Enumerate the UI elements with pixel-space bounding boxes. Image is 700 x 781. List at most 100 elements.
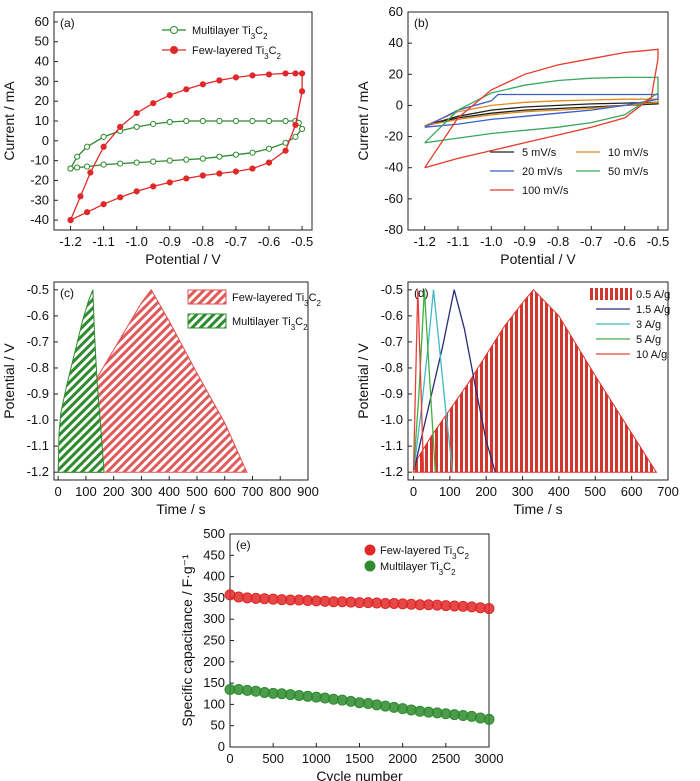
series-line [412, 289, 454, 473]
y-tick-label: 60 [35, 14, 49, 29]
legend-label: 20 mV/s [522, 166, 563, 178]
legend-swatch [187, 289, 227, 305]
data-point [232, 74, 240, 81]
y-tick-label: 50 [35, 34, 49, 49]
legend-label: 5 mV/s [522, 147, 557, 159]
data-point [67, 165, 74, 172]
y-tick-label: -0.6 [27, 308, 49, 323]
x-tick-label: 300 [512, 484, 534, 499]
data-point [117, 194, 124, 201]
x-tick-label: 500 [584, 484, 606, 499]
legend-label: Multilayer Ti3C2 [192, 25, 268, 41]
y-tick-label: 0 [396, 97, 403, 112]
series-line [412, 289, 496, 473]
y-tick-label: -0.5 [381, 282, 403, 297]
y-tick-label: -1.1 [381, 438, 403, 453]
x-tick-label: 200 [475, 484, 497, 499]
y-tick-label: 30 [35, 73, 49, 88]
panel-label: (d) [414, 286, 429, 300]
y-axis-label: Specific capacitance / F·g⁻¹ [179, 554, 195, 727]
data-point [100, 201, 107, 208]
x-tick-label: 100 [75, 484, 97, 499]
data-point [483, 713, 495, 725]
legend-label: Multilayer Ti3C2 [380, 561, 456, 577]
x-tick-label: 700 [242, 484, 264, 499]
data-point [232, 168, 240, 175]
y-tick-label: 500 [203, 526, 225, 541]
legend-label: Few-layered Ti3C2 [232, 292, 322, 308]
data-point [117, 160, 124, 167]
legend-label: 5 A/g [636, 334, 661, 346]
y-tick-label: -40 [30, 212, 49, 227]
data-point [265, 71, 273, 78]
x-tick-label: 600 [621, 484, 643, 499]
x-tick-label: 100 [439, 484, 461, 499]
y-tick-label: -80 [384, 222, 403, 237]
series-line [424, 76, 659, 144]
legend-marker [364, 560, 376, 572]
data-point [166, 157, 173, 164]
y-tick-label: -10 [30, 153, 49, 168]
x-axis-label: Time / s [513, 501, 562, 517]
data-point [232, 117, 240, 125]
legend-label: 50 mV/s [608, 166, 649, 178]
x-axis-label: Potential / V [500, 251, 576, 267]
data-point [265, 117, 273, 125]
x-tick-label: 500 [262, 751, 284, 766]
x-tick-label: 900 [297, 484, 319, 499]
y-tick-label: -1.2 [27, 464, 49, 479]
x-tick-label: -0.6 [258, 234, 280, 249]
data-point [216, 153, 223, 160]
x-tick-label: 1000 [302, 751, 331, 766]
data-point [249, 165, 256, 172]
x-tick-label: -0.8 [547, 234, 569, 249]
legend-label: 3 A/g [636, 319, 661, 331]
data-point [298, 125, 306, 133]
data-point [133, 109, 140, 117]
legend-marker [170, 46, 178, 54]
data-point [67, 216, 74, 224]
legend-marker [364, 544, 376, 556]
data-point [292, 121, 299, 129]
x-tick-label: -0.9 [159, 234, 181, 249]
legend-label: Few-layered Ti3C2 [380, 545, 470, 561]
panel-label: (e) [236, 538, 251, 552]
x-tick-label: -1.1 [92, 234, 114, 249]
data-point [117, 123, 124, 131]
x-tick-label: 600 [214, 484, 236, 499]
data-point [216, 170, 223, 177]
legend-label: 10 A/g [636, 349, 667, 361]
x-tick-label: -1.2 [59, 234, 81, 249]
x-tick-label: -0.9 [513, 234, 535, 249]
data-point [166, 179, 173, 186]
legend-label: 100 mV/s [522, 185, 569, 197]
y-tick-label: 10 [35, 113, 49, 128]
series-line [424, 98, 659, 127]
x-tick-label: 0 [226, 751, 233, 766]
x-axis-label: Time / s [156, 501, 205, 517]
data-point [298, 70, 306, 77]
x-tick-label: 0 [55, 484, 62, 499]
series-line [424, 93, 659, 128]
plot-frame [407, 281, 669, 481]
data-point [232, 151, 240, 158]
y-tick-label: 200 [203, 654, 225, 669]
x-tick-label: 200 [103, 484, 125, 499]
data-point [282, 147, 289, 154]
y-tick-label: -0.5 [27, 282, 49, 297]
data-point [83, 163, 91, 170]
panel-label: (a) [60, 16, 75, 30]
y-tick-label: 400 [203, 569, 225, 584]
x-tick-label: 0 [410, 484, 417, 499]
data-point [166, 118, 173, 126]
y-tick-label: -40 [384, 160, 403, 175]
data-point [150, 183, 157, 190]
data-point [183, 86, 190, 93]
y-tick-label: -0.8 [27, 360, 49, 375]
panel-2: 0 100 200 300 400 500 600 700 800 900 -1.2 -1.1 -1.0… [1, 281, 322, 517]
y-tick-label: -1.1 [27, 438, 49, 453]
y-tick-label: 150 [203, 675, 225, 690]
data-point [249, 72, 256, 79]
y-tick-label: -0.6 [381, 308, 403, 323]
